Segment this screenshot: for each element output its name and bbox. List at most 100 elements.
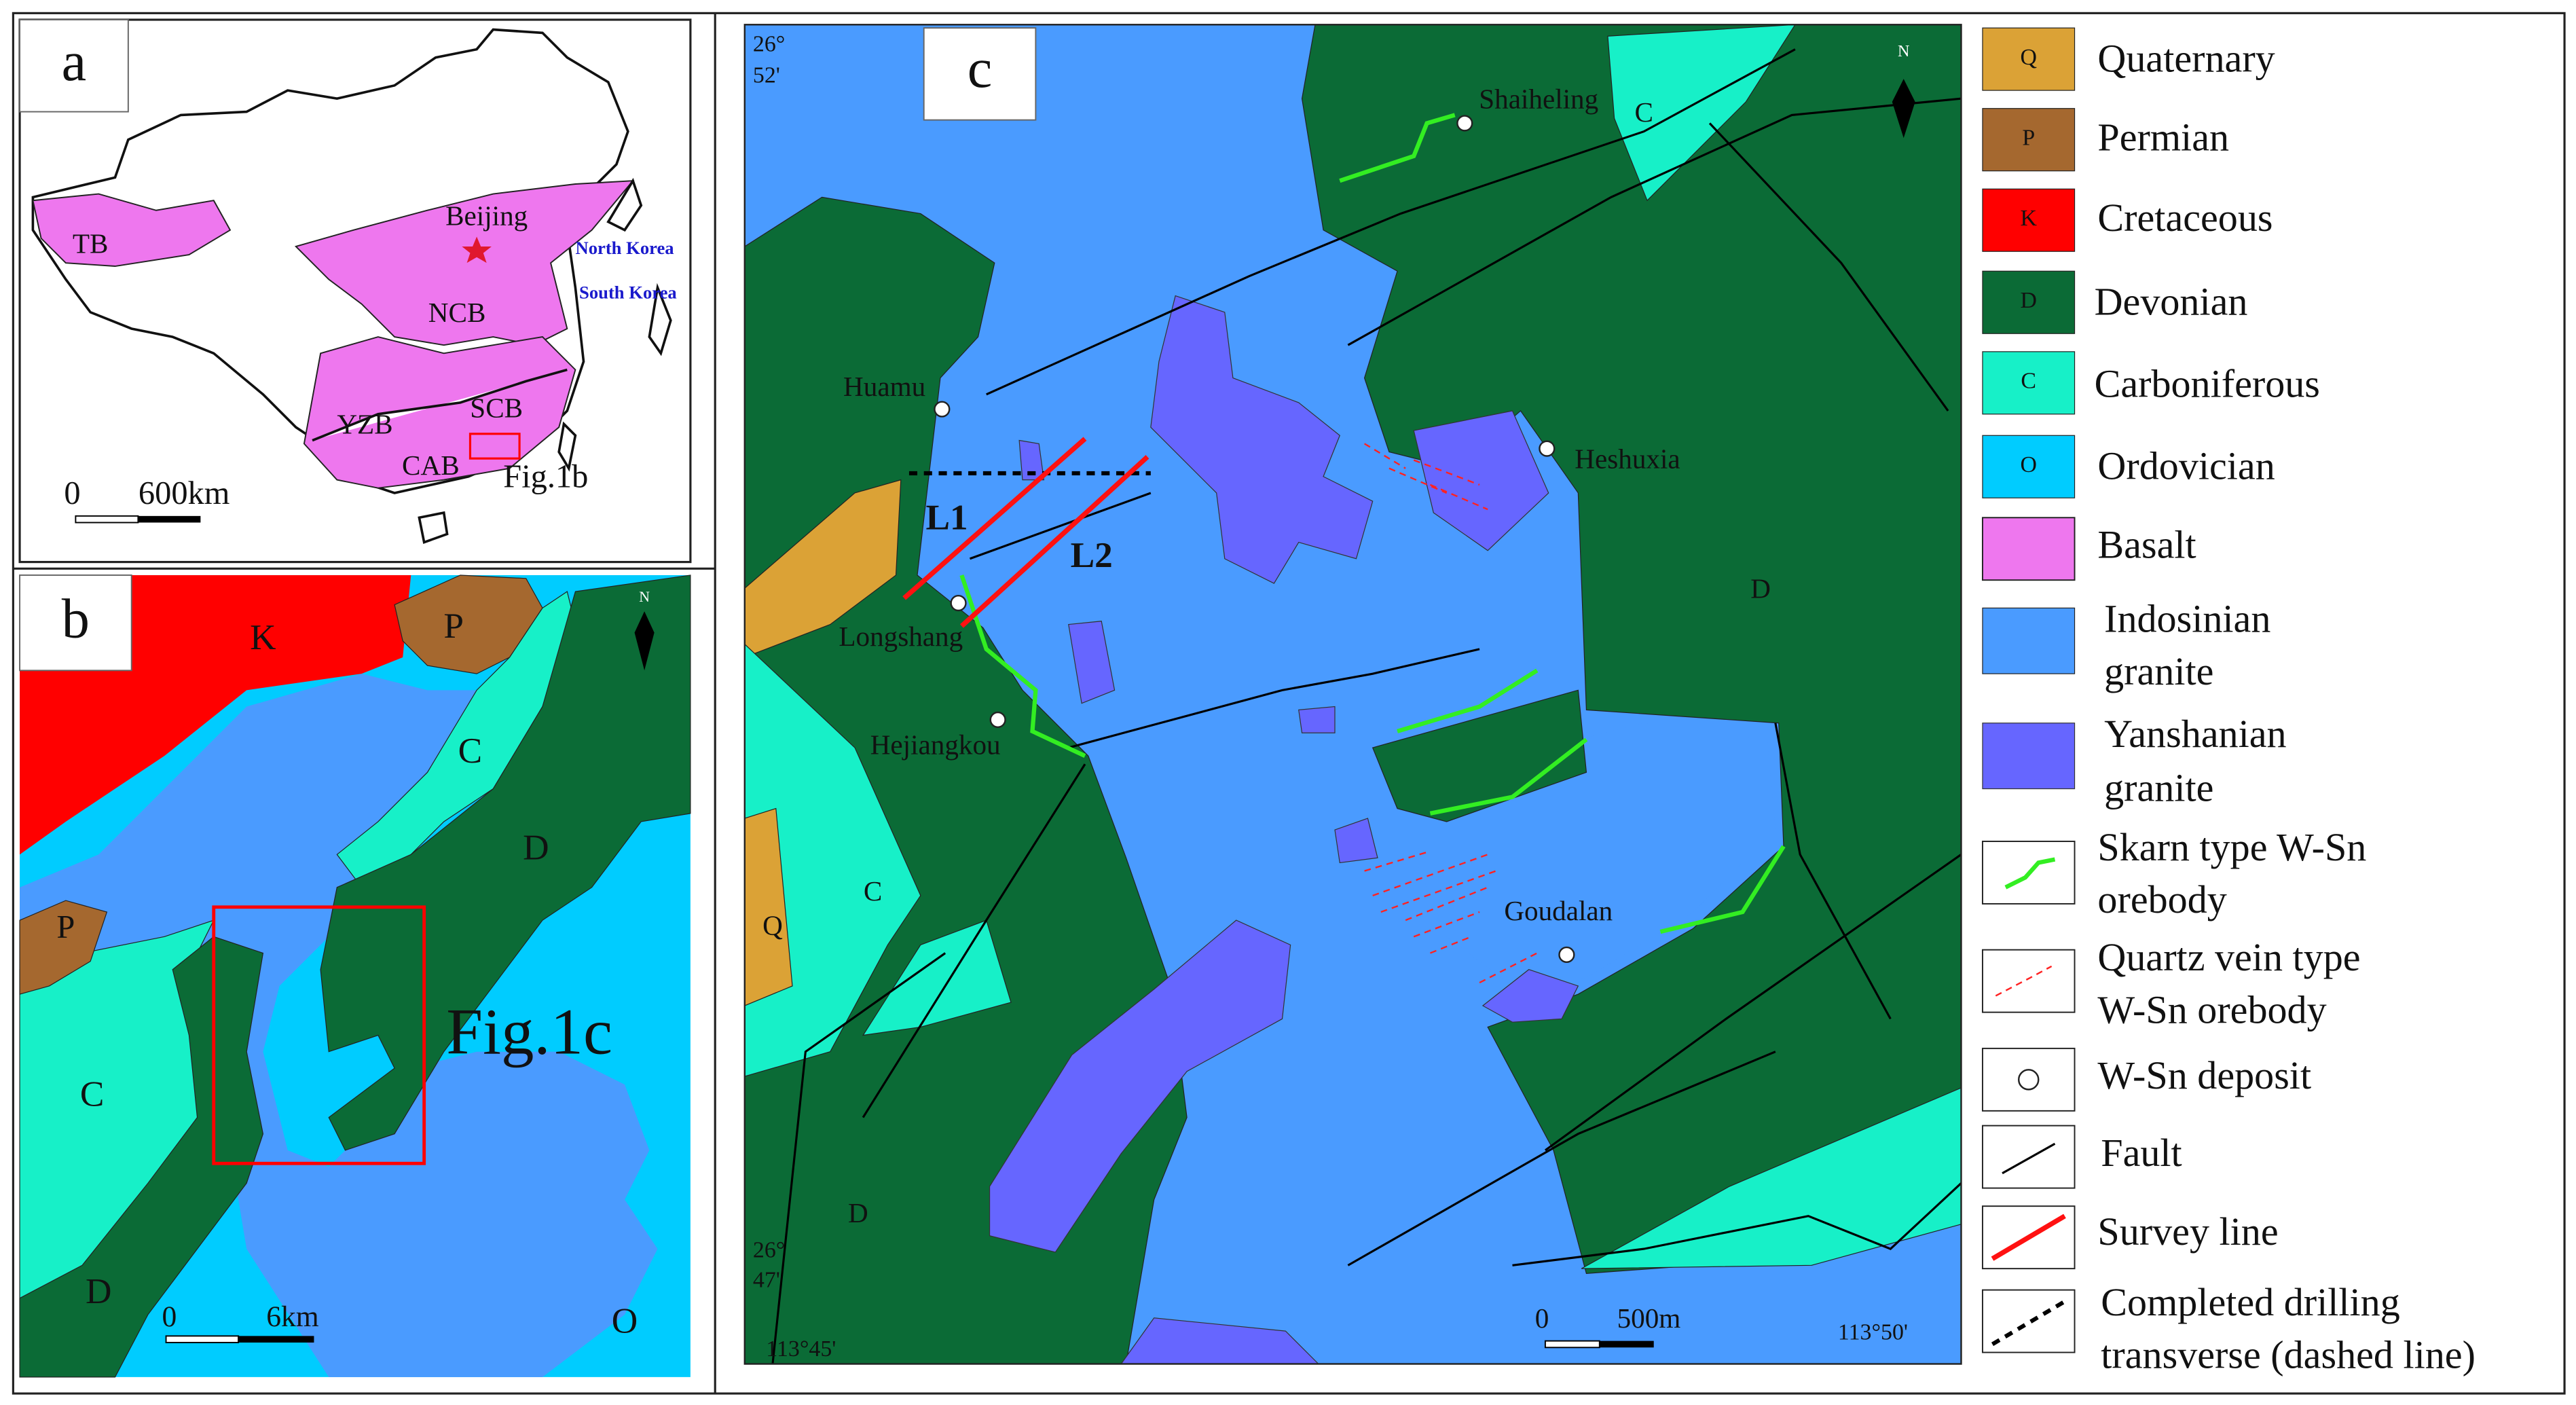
legend: Q Quaternary P Permian K Cretaceous D De… xyxy=(1981,27,2476,1377)
skarn xyxy=(1339,113,1456,183)
label: W-Sn deposit xyxy=(2097,1053,2311,1097)
label: L1 xyxy=(926,497,968,537)
perm xyxy=(1982,108,2076,172)
wbox xyxy=(923,27,1037,121)
yan xyxy=(1413,410,1549,551)
skarn xyxy=(1659,845,1786,934)
label: 500m xyxy=(1617,1302,1681,1334)
label: b xyxy=(62,587,90,649)
label: Carboniferous xyxy=(2095,361,2320,405)
china xyxy=(606,177,643,232)
dep xyxy=(1539,440,1556,457)
yan xyxy=(1982,723,2076,790)
label: Heshuxia xyxy=(1575,443,1680,474)
label: Fault xyxy=(2101,1131,2182,1175)
vein xyxy=(1995,965,2053,997)
label: 52' xyxy=(753,63,780,88)
carb xyxy=(862,919,1012,1036)
label: 113°50' xyxy=(1838,1320,1908,1345)
fig1b-box xyxy=(468,433,521,460)
north-arrow xyxy=(1892,79,1915,139)
fault xyxy=(771,952,946,1364)
basalt xyxy=(32,193,232,267)
scale-bar xyxy=(238,1336,314,1343)
yan xyxy=(1298,706,1336,733)
label: North Korea xyxy=(575,238,674,258)
label: Huamu xyxy=(843,371,925,402)
label: D xyxy=(86,1271,111,1311)
label: Fig.1c xyxy=(446,996,612,1068)
label: Cretaceous xyxy=(2097,196,2273,240)
granite xyxy=(1982,607,2076,674)
vein xyxy=(1364,850,1496,954)
china xyxy=(648,282,672,357)
label: Quartz vein type xyxy=(2097,935,2360,979)
basalt xyxy=(1981,517,2076,581)
label: C xyxy=(458,731,483,771)
dep xyxy=(2018,1069,2040,1091)
label: D xyxy=(1750,573,1771,604)
scale-bar xyxy=(75,515,139,524)
label: Yanshanian xyxy=(2104,712,2286,756)
label: 26° xyxy=(753,1238,785,1263)
label: 26° xyxy=(753,32,785,57)
perm xyxy=(19,900,108,995)
yan xyxy=(1482,969,1579,1023)
wbox xyxy=(19,19,129,113)
carb xyxy=(1607,24,1797,202)
ordo xyxy=(1982,435,2076,498)
skarn xyxy=(2004,857,2056,890)
north-arrow xyxy=(634,611,655,671)
label: P xyxy=(2022,125,2035,150)
skarn xyxy=(1397,668,1539,733)
fault xyxy=(986,48,1796,396)
fault xyxy=(1512,1182,1962,1266)
label: P xyxy=(56,909,75,945)
label: N xyxy=(639,589,650,605)
label: C xyxy=(2021,369,2036,394)
dep xyxy=(989,711,1006,729)
china xyxy=(557,421,577,472)
label: 0 xyxy=(64,475,80,511)
label: Basalt xyxy=(2097,523,2196,567)
fault xyxy=(2002,1142,2056,1175)
label: orebody xyxy=(2097,877,2226,922)
basalt xyxy=(303,336,576,489)
label: C xyxy=(80,1074,105,1114)
capital-star xyxy=(462,236,492,263)
label: O xyxy=(612,1301,638,1341)
quat xyxy=(1982,27,2076,91)
label: 113°45' xyxy=(766,1336,836,1362)
dev xyxy=(1982,270,2076,334)
fault xyxy=(1347,97,1962,346)
dev xyxy=(320,574,691,1151)
yan xyxy=(1018,439,1045,481)
survey xyxy=(1991,1214,2066,1261)
label: SCB xyxy=(470,392,523,423)
label: Permian xyxy=(2097,115,2229,159)
label: Indosinian xyxy=(2104,596,2270,640)
vein xyxy=(1363,443,1488,511)
fault xyxy=(1068,648,1480,749)
fault xyxy=(862,763,1086,1118)
label: TB xyxy=(73,227,109,259)
skarn xyxy=(1429,737,1588,816)
fault xyxy=(1544,854,1962,1152)
label: Quaternary xyxy=(2097,36,2275,80)
granite xyxy=(1414,723,1775,986)
dep xyxy=(1558,946,1575,964)
label: Skarn type W-Sn xyxy=(2097,825,2366,869)
label: transverse (dashed line) xyxy=(2101,1333,2476,1377)
label: Shaiheling xyxy=(1479,83,1598,114)
label: Q xyxy=(762,910,783,941)
label: D xyxy=(2021,288,2037,313)
fault xyxy=(1708,122,1949,412)
label: Goudalan xyxy=(1504,895,1613,926)
label: C xyxy=(1634,96,1653,128)
dep xyxy=(1456,115,1473,132)
panel-b: b K P C D P C D O Fig.1c 0 6km N xyxy=(19,574,691,1378)
panel-a: a TB NCB YZB SCB CAB Beijing North Korea… xyxy=(18,18,692,564)
label: South Korea xyxy=(579,282,677,302)
dev xyxy=(19,936,264,1378)
